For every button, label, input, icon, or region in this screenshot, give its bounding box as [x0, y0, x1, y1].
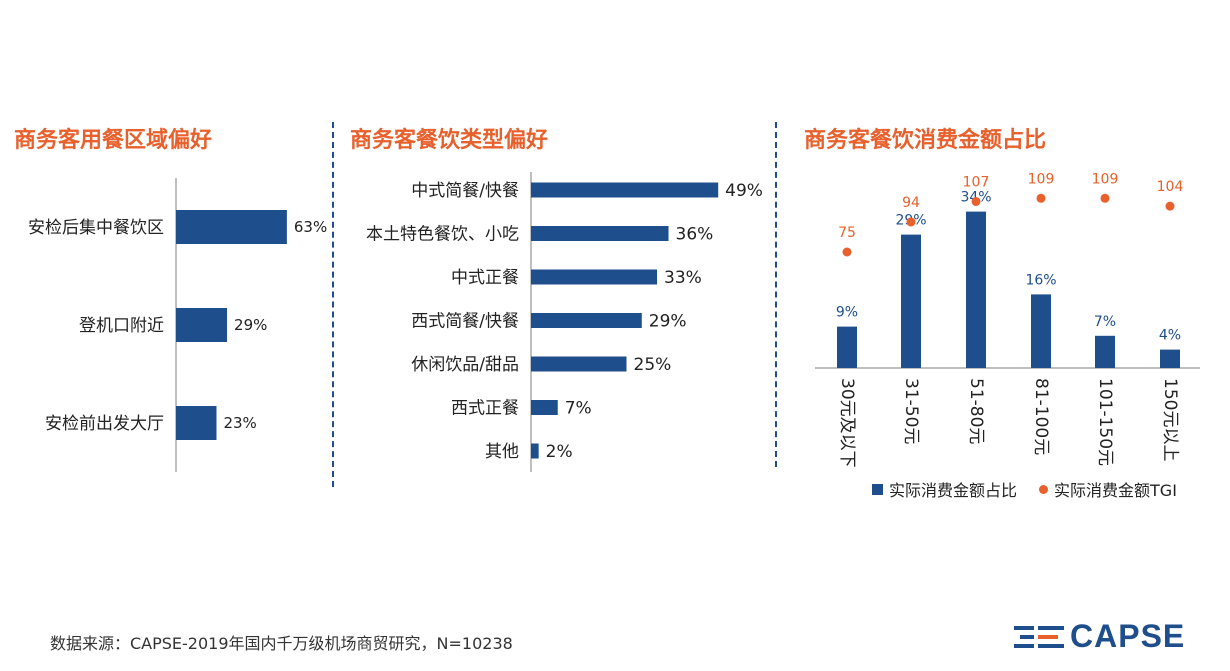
chart3-legend: 实际消费金额占比 实际消费金额TGI [872, 477, 1177, 501]
chart3-category-label: 30元及以下 [837, 378, 857, 468]
chart1-category-label: 安检后集中餐饮区 [28, 218, 164, 238]
chart1-bar [176, 308, 228, 342]
chart2-bar [531, 313, 642, 328]
chart2-category-label: 西式正餐 [451, 399, 519, 419]
chart2-title: 商务客餐饮类型偏好 [350, 128, 549, 153]
chart1-value-label: 29% [234, 316, 267, 334]
chart2-category-label: 休闲饮品/甜品 [411, 355, 519, 375]
source-note: 数据来源：CAPSE-2019年国内千万级机场商贸研究，N=10238 [50, 634, 513, 653]
chart3-bar [901, 234, 921, 368]
chart1-title: 商务客用餐区域偏好 [14, 128, 213, 153]
chart1-category-label: 安检前出发大厅 [45, 414, 164, 434]
chart3-tgi-value-label: 104 [1157, 179, 1184, 195]
chart3-tgi-point [842, 247, 852, 257]
legend-label-share: 实际消费金额占比 [889, 481, 1018, 500]
legend-square-icon [872, 483, 883, 495]
chart2-bar [531, 356, 627, 372]
chart2-bar [531, 182, 719, 198]
chart3-bar [1160, 349, 1180, 368]
chart2-value-label: 7% [565, 399, 592, 419]
chart1-value-label: 63% [294, 218, 327, 236]
chart3-title: 商务客餐饮消费金额占比 [804, 128, 1047, 153]
chart3-tgi-point [971, 196, 981, 206]
chart3-bar-value-label: 4% [1159, 328, 1181, 344]
chart1-bar [176, 210, 287, 244]
chart2-bar [531, 400, 558, 415]
chart2-category-label: 其他 [485, 442, 519, 462]
chart2-category-label: 中式正餐 [451, 268, 519, 288]
chart3-bar [1031, 294, 1051, 368]
legend-label-tgi: 实际消费金额TGI [1054, 481, 1177, 500]
legend-dot-icon [1039, 484, 1049, 494]
capse-logo-text: CAPSE [1070, 618, 1186, 654]
chart2-value-label: 2% [546, 442, 573, 462]
chart3-tgi-point [906, 217, 916, 227]
chart1-bar [176, 406, 217, 440]
chart2-value-label: 25% [634, 355, 672, 375]
chart2-value-label: 33% [664, 268, 702, 288]
chart3-category-label: 101-150元 [1095, 378, 1115, 466]
chart3-tgi-value-label: 107 [963, 174, 990, 190]
chart2-value-label: 49% [725, 181, 763, 201]
chart2-bar [531, 269, 658, 285]
chart1-value-label: 23% [223, 414, 256, 432]
chart2-bar [531, 443, 539, 459]
chart3-tgi-value-label: 109 [1028, 171, 1055, 187]
chart3-bar [837, 326, 857, 368]
chart3-category-label: 31-50元 [901, 378, 921, 444]
chart3-tgi-value-label: 75 [838, 225, 856, 241]
chart2-value-label: 29% [649, 312, 687, 332]
chart2-category-label: 中式简餐/快餐 [411, 181, 519, 201]
capse-logo: CAPSE [1014, 618, 1185, 655]
chart3-bar [966, 211, 986, 368]
chart3-tgi-value-label: 109 [1092, 171, 1119, 187]
chart2-value-label: 36% [676, 225, 714, 245]
chart1-category-label: 登机口附近 [79, 316, 164, 336]
chart3-bar-value-label: 9% [836, 305, 858, 321]
chart3-tgi-point [1036, 193, 1046, 203]
divider-right [775, 122, 777, 467]
legend-item-tgi: 实际消费金额TGI [1039, 477, 1177, 501]
legend-item-share: 实际消费金额占比 [872, 477, 1017, 501]
chart3-tgi-value-label: 94 [902, 195, 920, 211]
divider-left [332, 122, 334, 487]
chart3-tgi-point [1100, 193, 1110, 203]
chart2-category-label: 西式简餐/快餐 [411, 312, 519, 332]
chart3-bar-value-label: 16% [1025, 272, 1056, 288]
capse-logo-mark-icon [1014, 625, 1064, 648]
chart3-category-label: 51-80元 [966, 378, 986, 444]
chart3-category-label: 150元以上 [1160, 378, 1180, 461]
chart3-tgi-point [1165, 201, 1175, 211]
chart2-category-label: 本土特色餐饮、小吃 [366, 225, 519, 245]
chart3-bar-value-label: 7% [1094, 314, 1116, 330]
chart2-bar [531, 226, 669, 241]
chart3-category-label: 81-100元 [1031, 378, 1051, 455]
chart3-bar [1095, 335, 1115, 368]
